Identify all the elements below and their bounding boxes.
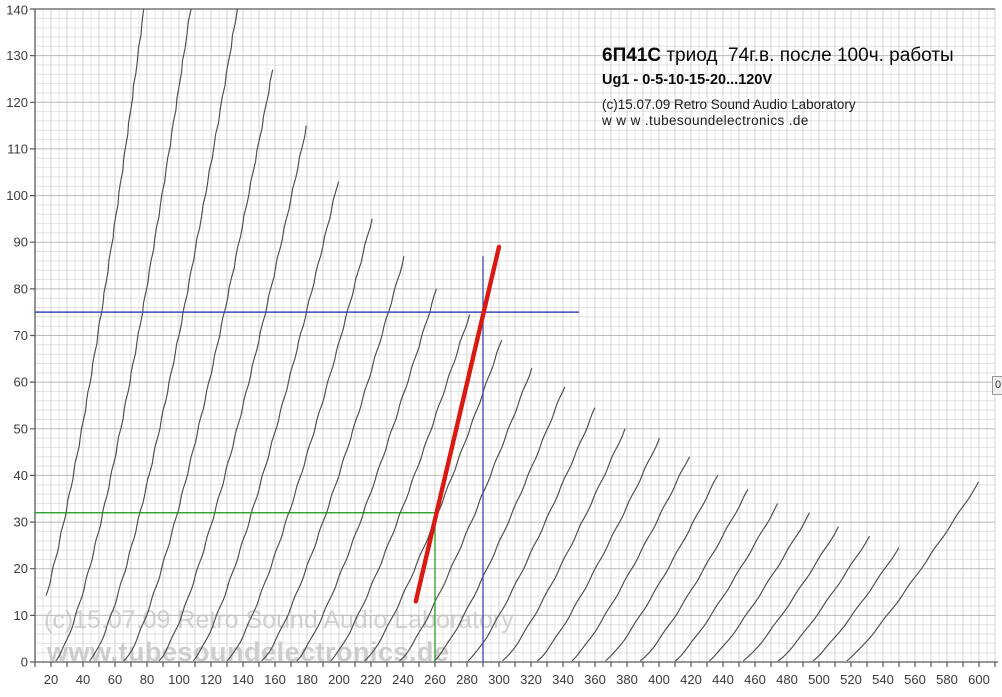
ia-ua-curve-ug-30: [226, 218, 373, 662]
grid-voltage-legend: Ug1 - 0-5-10-15-20...120V: [602, 72, 773, 88]
plot-grid: [35, 8, 996, 662]
watermark: (c)15.07.09 Retro Sound Audio Laboratory…: [44, 606, 514, 667]
x-tick-label: 440: [712, 672, 734, 687]
y-tick-label: 60: [14, 375, 28, 390]
x-tick-label: 60: [108, 672, 122, 687]
axes: [30, 8, 998, 667]
y-tick-label: 0: [21, 655, 28, 670]
ia-ua-curve-ug-90: [639, 489, 749, 662]
title-description: триод 74г.в. после 100ч. работы: [661, 45, 954, 66]
x-tick-label: 600: [968, 672, 990, 687]
y-tick-label: 140: [6, 3, 28, 18]
x-tick-label: 80: [140, 672, 154, 687]
x-tick-label: 100: [168, 672, 190, 687]
x-tick-label: 540: [872, 672, 894, 687]
x-tick-label: 400: [648, 672, 670, 687]
chart-title-block: 6П41С триод 74г.в. после 100ч. работы Ug…: [602, 46, 954, 128]
website-line: w w w .tubesoundelectronics .de: [602, 113, 809, 128]
x-axis-tick-labels: 20 40 60 80 100 120 140 160 180 200 220 240 260 280 30…: [44, 672, 990, 687]
ia-ua-curve-ug-10: [89, 8, 238, 662]
ia-ua-curve-ug-15: [123, 69, 274, 662]
edge-marker-tab: 0: [992, 376, 1002, 395]
x-tick-label: 560: [904, 672, 926, 687]
ia-ua-curve-ug-75: [537, 437, 660, 662]
y-tick-label: 100: [6, 188, 28, 203]
watermark-line2: www.tubesoundelectronics.de: [46, 637, 450, 667]
x-tick-label: 360: [584, 672, 606, 687]
ia-ua-curve-ug-80: [571, 456, 691, 662]
ia-ua-curve-ug-95: [674, 503, 779, 662]
tube-name: 6П41С: [602, 45, 662, 66]
y-tick-label: 40: [14, 468, 28, 483]
x-tick-label: 140: [232, 672, 254, 687]
x-tick-label: 180: [296, 672, 318, 687]
x-tick-label: 340: [552, 672, 574, 687]
ia-ua-curve-ug-40: [296, 288, 438, 662]
ia-ua-curve-ug-25: [192, 181, 340, 662]
ia-ua-curve-ug-60: [434, 386, 566, 662]
ia-ua-curve-ug-55: [399, 367, 533, 662]
ia-ua-curve-ug-115: [812, 547, 900, 662]
red-load-line: [413, 244, 502, 604]
x-tick-label: 380: [616, 672, 638, 687]
y-tick-label: 30: [14, 515, 28, 530]
ia-ua-curve-ug-50: [364, 339, 503, 662]
x-tick-label: 20: [44, 672, 58, 687]
ia-ua-curve-ug-35: [261, 256, 405, 662]
x-tick-label: 480: [776, 672, 798, 687]
ia-ua-curve-ug-20: [158, 125, 307, 662]
x-tick-label: 120: [200, 672, 222, 687]
y-tick-label: 110: [7, 141, 28, 156]
ia-ua-curve-ug-120: [846, 481, 979, 662]
y-axis-tick-labels: 0 10 20 30 40 50 60 70 80 90 100 110 120 130 140: [6, 3, 28, 670]
y-tick-label: 10: [14, 608, 28, 623]
x-tick-label: 40: [76, 672, 90, 687]
y-tick-label: 130: [6, 48, 28, 63]
load-line: [413, 244, 502, 604]
y-tick-label: 50: [14, 421, 28, 436]
ia-ua-curve-ug-5: [55, 8, 192, 662]
ia-ua-curve-ug-105: [742, 526, 839, 662]
x-tick-label: 240: [392, 672, 414, 687]
ia-ua-curve-ug-85: [605, 475, 719, 662]
ia-ua-curve-ug0: [45, 8, 145, 596]
x-tick-label: 280: [456, 672, 478, 687]
ia-ua-curve-ug-65: [467, 407, 596, 662]
y-tick-label: 80: [14, 281, 28, 296]
ia-ua-curve-ug-70: [501, 428, 626, 662]
x-tick-label: 500: [808, 672, 830, 687]
watermark-line1: (c)15.07.09 Retro Sound Audio Laboratory: [44, 606, 514, 634]
y-tick-label: 90: [14, 235, 28, 250]
x-tick-label: 460: [744, 672, 766, 687]
ia-ua-curve-ug-45: [330, 314, 471, 662]
x-tick-label: 200: [328, 672, 350, 687]
ia-ua-curve-ug-110: [777, 535, 871, 662]
x-tick-label: 420: [680, 672, 702, 687]
x-tick-label: 160: [264, 672, 286, 687]
chart-title: 6П41С триод 74г.в. после 100ч. работы: [602, 46, 954, 65]
x-tick-label: 260: [424, 672, 446, 687]
x-tick-label: 220: [360, 672, 382, 687]
x-tick-label: 520: [840, 672, 862, 687]
y-tick-label: 120: [6, 95, 28, 110]
ia-ua-curve-ug-100: [709, 512, 811, 662]
copyright-line: (c)15.07.09 Retro Sound Audio Laboratory: [602, 96, 856, 112]
x-tick-label: 300: [488, 672, 510, 687]
curve-family: [45, 8, 979, 662]
y-tick-label: 20: [14, 561, 28, 576]
x-tick-label: 580: [936, 672, 958, 687]
x-tick-label: 320: [520, 672, 542, 687]
y-tick-label: 70: [14, 328, 28, 343]
